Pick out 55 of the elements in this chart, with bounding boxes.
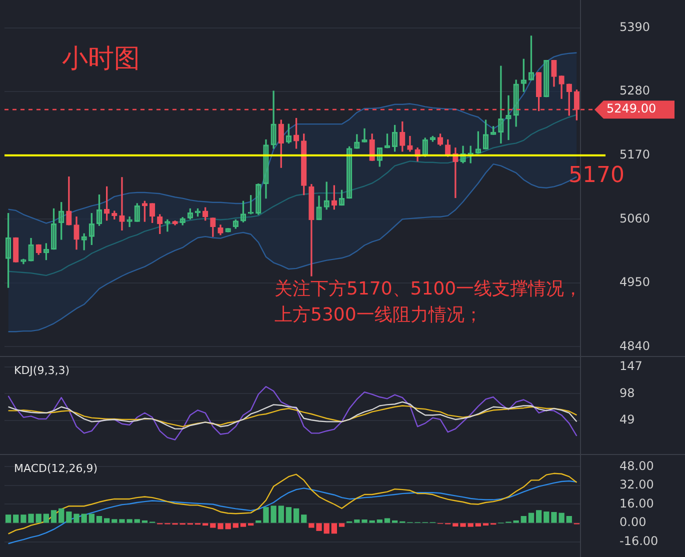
y-tick-label: 5280 <box>620 84 650 98</box>
bar <box>202 523 208 526</box>
bar <box>338 523 345 527</box>
y-tick-label: 48.00 <box>620 458 654 473</box>
bar <box>88 514 94 523</box>
y-tick-label: 5060 <box>620 211 650 226</box>
text: 小时图 <box>62 44 140 74</box>
bar <box>301 514 307 523</box>
y-tick-label: 5170 <box>620 148 650 162</box>
y-tick-label: 98 <box>620 386 635 400</box>
bar <box>482 523 489 526</box>
bar <box>5 514 12 523</box>
y-tick-label: 16.00 <box>620 496 654 510</box>
bar <box>528 512 534 523</box>
y-tick-label: 49 <box>620 412 635 427</box>
text: KDJ(9,3,3) <box>14 364 70 377</box>
bar <box>331 523 338 534</box>
bar <box>293 508 300 523</box>
bar <box>232 523 238 528</box>
bar <box>13 514 19 523</box>
bar <box>256 520 262 523</box>
candlestick <box>119 177 125 231</box>
bar <box>104 518 110 523</box>
bar <box>142 520 148 523</box>
y-tick-label: -16.00 <box>620 534 658 548</box>
bar <box>566 516 572 523</box>
y-tick-label: 4950 <box>620 275 650 290</box>
bar <box>520 516 526 523</box>
bar <box>50 510 57 523</box>
bar <box>376 520 382 523</box>
bar <box>384 518 390 523</box>
bar <box>278 506 284 523</box>
bar <box>134 519 140 523</box>
bar <box>43 514 50 523</box>
y-tick-label: 4840 <box>620 338 650 353</box>
y-tick-label: 0.00 <box>620 515 646 530</box>
ref-line-label: 5249.00 <box>606 102 656 116</box>
bar <box>544 512 550 523</box>
bar <box>324 523 330 534</box>
bar <box>96 516 102 523</box>
y-tick-label: 5390 <box>620 20 650 34</box>
y-tick-label: 32.00 <box>620 478 654 492</box>
bar <box>112 519 118 523</box>
text: MACD(12,26,9) <box>14 462 98 475</box>
bar <box>58 508 64 523</box>
bar <box>286 507 292 523</box>
bar <box>36 514 42 523</box>
bar <box>392 520 398 523</box>
bar <box>475 523 482 526</box>
bar <box>536 510 542 523</box>
bar <box>248 523 254 526</box>
bar <box>468 523 474 527</box>
annotation: 关注下方5170、5100一线支撑情况，上方5300一线阻力情况； <box>274 278 582 326</box>
y-tick-label: 147 <box>620 358 642 373</box>
bar <box>240 523 246 527</box>
